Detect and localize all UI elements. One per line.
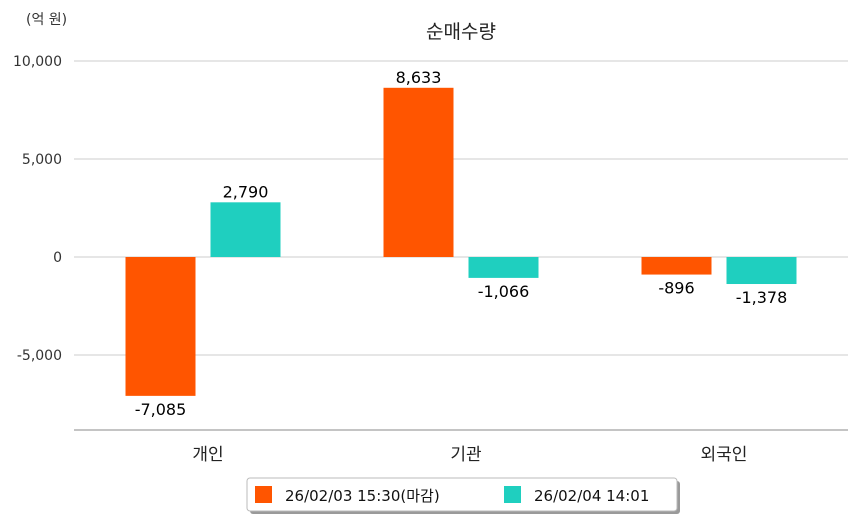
- legend: 26/02/03 15:30(마감) 26/02/04 14:01: [246, 477, 680, 514]
- data-label: -896: [658, 279, 694, 298]
- unit-label: (억 원): [26, 12, 67, 28]
- bar-series2: [468, 257, 539, 278]
- x-tick-label: 외국인: [701, 445, 748, 465]
- x-tick-label: 기관: [450, 445, 481, 465]
- y-tick-label: 10,000: [13, 54, 62, 70]
- legend-swatch: [255, 486, 272, 503]
- x-axis: 개인 기관 외국인: [192, 445, 747, 465]
- legend-box: [246, 477, 678, 512]
- x-tick-label: 개인: [192, 445, 223, 465]
- y-tick-label: 5,000: [22, 152, 62, 168]
- chart-title: 순매수량: [426, 21, 496, 43]
- bar-series1: [125, 257, 196, 396]
- data-label: -7,085: [135, 400, 187, 419]
- legend-swatch: [504, 486, 521, 503]
- bar-series2: [726, 257, 797, 285]
- bar-series1: [383, 87, 454, 257]
- legend-label: 26/02/03 15:30(마감): [285, 487, 440, 505]
- data-label: 2,790: [223, 182, 269, 201]
- legend-label: 26/02/04 14:01: [534, 487, 649, 505]
- bars: -7,085 2,790 8,633 -1,066 -896 -1,378: [125, 68, 797, 419]
- bar-series1: [641, 257, 712, 275]
- data-label: -1,066: [478, 282, 530, 301]
- gridlines: [74, 60, 848, 356]
- data-label: -1,378: [736, 288, 788, 307]
- data-label: 8,633: [396, 68, 442, 87]
- y-tick-label: 0: [53, 250, 62, 266]
- y-tick-label: -5,000: [17, 348, 62, 364]
- bar-series2: [210, 202, 281, 257]
- y-axis: 10,000 5,000 0 -5,000: [13, 54, 62, 364]
